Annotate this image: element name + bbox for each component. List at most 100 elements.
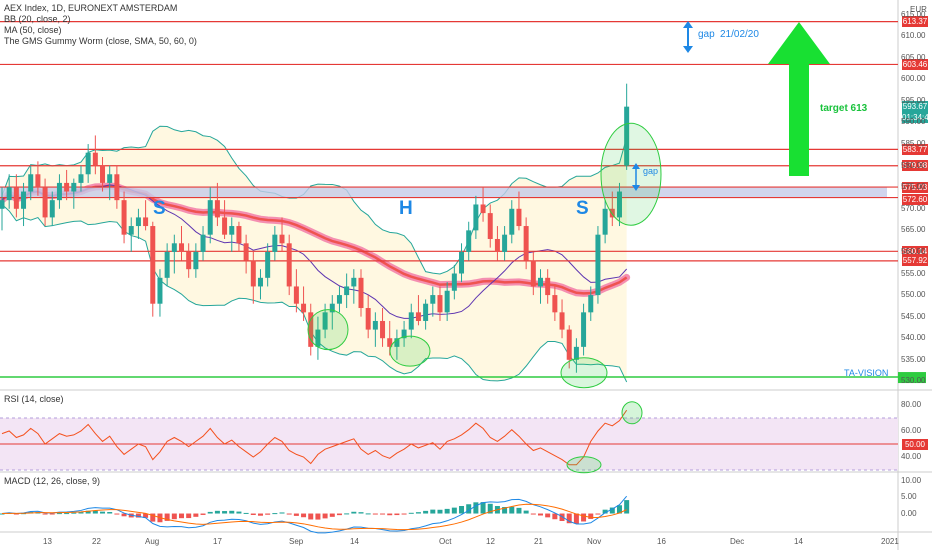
x-tick-label: 13 bbox=[43, 537, 52, 546]
macd-bar bbox=[308, 513, 314, 520]
candle-body bbox=[394, 338, 400, 347]
candle-body bbox=[121, 200, 127, 235]
legend-bb: BB (20, close, 2) bbox=[4, 14, 71, 24]
legend-main: AEX Index, 1D, EURONEXT AMSTERDAM BB (20… bbox=[4, 3, 197, 47]
macd-bar bbox=[49, 513, 55, 515]
macd-bar bbox=[516, 507, 522, 514]
candle-body bbox=[222, 217, 228, 235]
candle-body bbox=[107, 174, 113, 183]
macd-tick-label: 5.00 bbox=[901, 492, 917, 502]
macd-tick-label: 10.00 bbox=[901, 475, 922, 485]
candle-body bbox=[42, 187, 48, 218]
macd-bar bbox=[387, 513, 393, 516]
y-tick-label: 615.00 bbox=[901, 9, 926, 19]
macd-bar bbox=[430, 509, 436, 514]
candle-body bbox=[49, 200, 55, 218]
macd-bar bbox=[459, 506, 465, 514]
macd-bar bbox=[143, 513, 149, 518]
macd-bar bbox=[538, 513, 543, 516]
candle-body bbox=[473, 204, 479, 231]
candle-body bbox=[128, 226, 134, 235]
candle-body bbox=[487, 213, 493, 239]
y-tick-label: 540.00 bbox=[901, 333, 926, 343]
macd-bar bbox=[164, 513, 170, 521]
rsi-circle bbox=[566, 456, 602, 474]
macd-bar bbox=[581, 513, 587, 522]
legend-ma: MA (50, close) bbox=[4, 25, 62, 35]
macd-bar bbox=[243, 512, 249, 514]
candle-body bbox=[552, 295, 558, 313]
x-tick-label: Aug bbox=[145, 537, 160, 546]
candle-body bbox=[538, 277, 543, 287]
candle-body bbox=[415, 312, 421, 321]
x-tick-label: 14 bbox=[350, 537, 359, 546]
price-label: 593.67 bbox=[902, 101, 928, 113]
candle-body bbox=[616, 191, 622, 218]
y-tick-label: 535.00 bbox=[901, 354, 926, 364]
macd-bar bbox=[588, 513, 594, 519]
macd-bar bbox=[121, 513, 127, 517]
macd-bar bbox=[114, 513, 120, 515]
x-tick-label: 2021 bbox=[881, 537, 899, 546]
macd-bar bbox=[423, 510, 429, 514]
candle-body bbox=[286, 243, 292, 287]
candle-body bbox=[336, 295, 342, 304]
macd-bar bbox=[179, 513, 184, 519]
macd-bar bbox=[573, 513, 579, 524]
macd-bar bbox=[480, 502, 486, 514]
candle-body bbox=[0, 200, 5, 209]
y-tick-label: 595.00 bbox=[901, 95, 926, 105]
candle-body bbox=[92, 152, 98, 166]
gap-label-top: gap bbox=[698, 29, 715, 40]
candle-body bbox=[100, 165, 106, 183]
macd-bar bbox=[358, 512, 364, 514]
macd-bar bbox=[344, 513, 350, 515]
candle-body bbox=[179, 243, 184, 252]
macd-bar bbox=[107, 511, 113, 514]
macd-bar bbox=[322, 513, 328, 519]
candle-body bbox=[315, 329, 321, 347]
macd-bar bbox=[279, 512, 285, 514]
rsi-line bbox=[1, 409, 628, 466]
candle-body bbox=[157, 277, 163, 304]
candle-body bbox=[135, 217, 141, 227]
y-tick-label: 605.00 bbox=[901, 52, 926, 62]
candle-body bbox=[214, 200, 220, 218]
candle-body bbox=[430, 295, 436, 304]
macd-bar bbox=[559, 513, 565, 522]
signal-line bbox=[1, 503, 627, 531]
candle-body bbox=[329, 303, 335, 313]
y-tick-label: 600.00 bbox=[901, 74, 926, 84]
macd-bar bbox=[265, 513, 271, 515]
macd-bar bbox=[552, 513, 558, 520]
candle-body bbox=[171, 243, 177, 252]
macd-bar bbox=[394, 513, 400, 516]
candle-body bbox=[480, 204, 486, 214]
macd-bar bbox=[523, 510, 529, 514]
candle-body bbox=[250, 260, 256, 287]
bb-upper bbox=[1, 125, 628, 275]
pattern-head: H bbox=[399, 198, 413, 219]
x-tick-label: 22 bbox=[92, 537, 101, 546]
candle-body bbox=[559, 312, 565, 330]
candle-body bbox=[114, 174, 120, 201]
macd-bar bbox=[207, 511, 213, 514]
price-label: 01:34:49 bbox=[902, 112, 932, 124]
gap-circle bbox=[600, 122, 662, 226]
macd-bar bbox=[200, 513, 206, 515]
macd-bar bbox=[609, 507, 615, 514]
y-tick-label: 575.00 bbox=[901, 182, 926, 192]
gap-arrow-heads bbox=[683, 21, 693, 53]
candle-body bbox=[13, 187, 19, 209]
y-tick-label: 610.00 bbox=[901, 31, 926, 41]
candle-body bbox=[588, 295, 594, 313]
candle-body bbox=[229, 226, 235, 235]
target-arrow bbox=[768, 22, 830, 176]
macd-bar bbox=[444, 508, 450, 514]
y-tick-label: 555.00 bbox=[901, 268, 926, 278]
bollinger-bands bbox=[0, 125, 631, 383]
pattern-left-shoulder: S bbox=[153, 198, 166, 219]
candle-body bbox=[494, 238, 500, 252]
candle-body bbox=[358, 277, 364, 309]
